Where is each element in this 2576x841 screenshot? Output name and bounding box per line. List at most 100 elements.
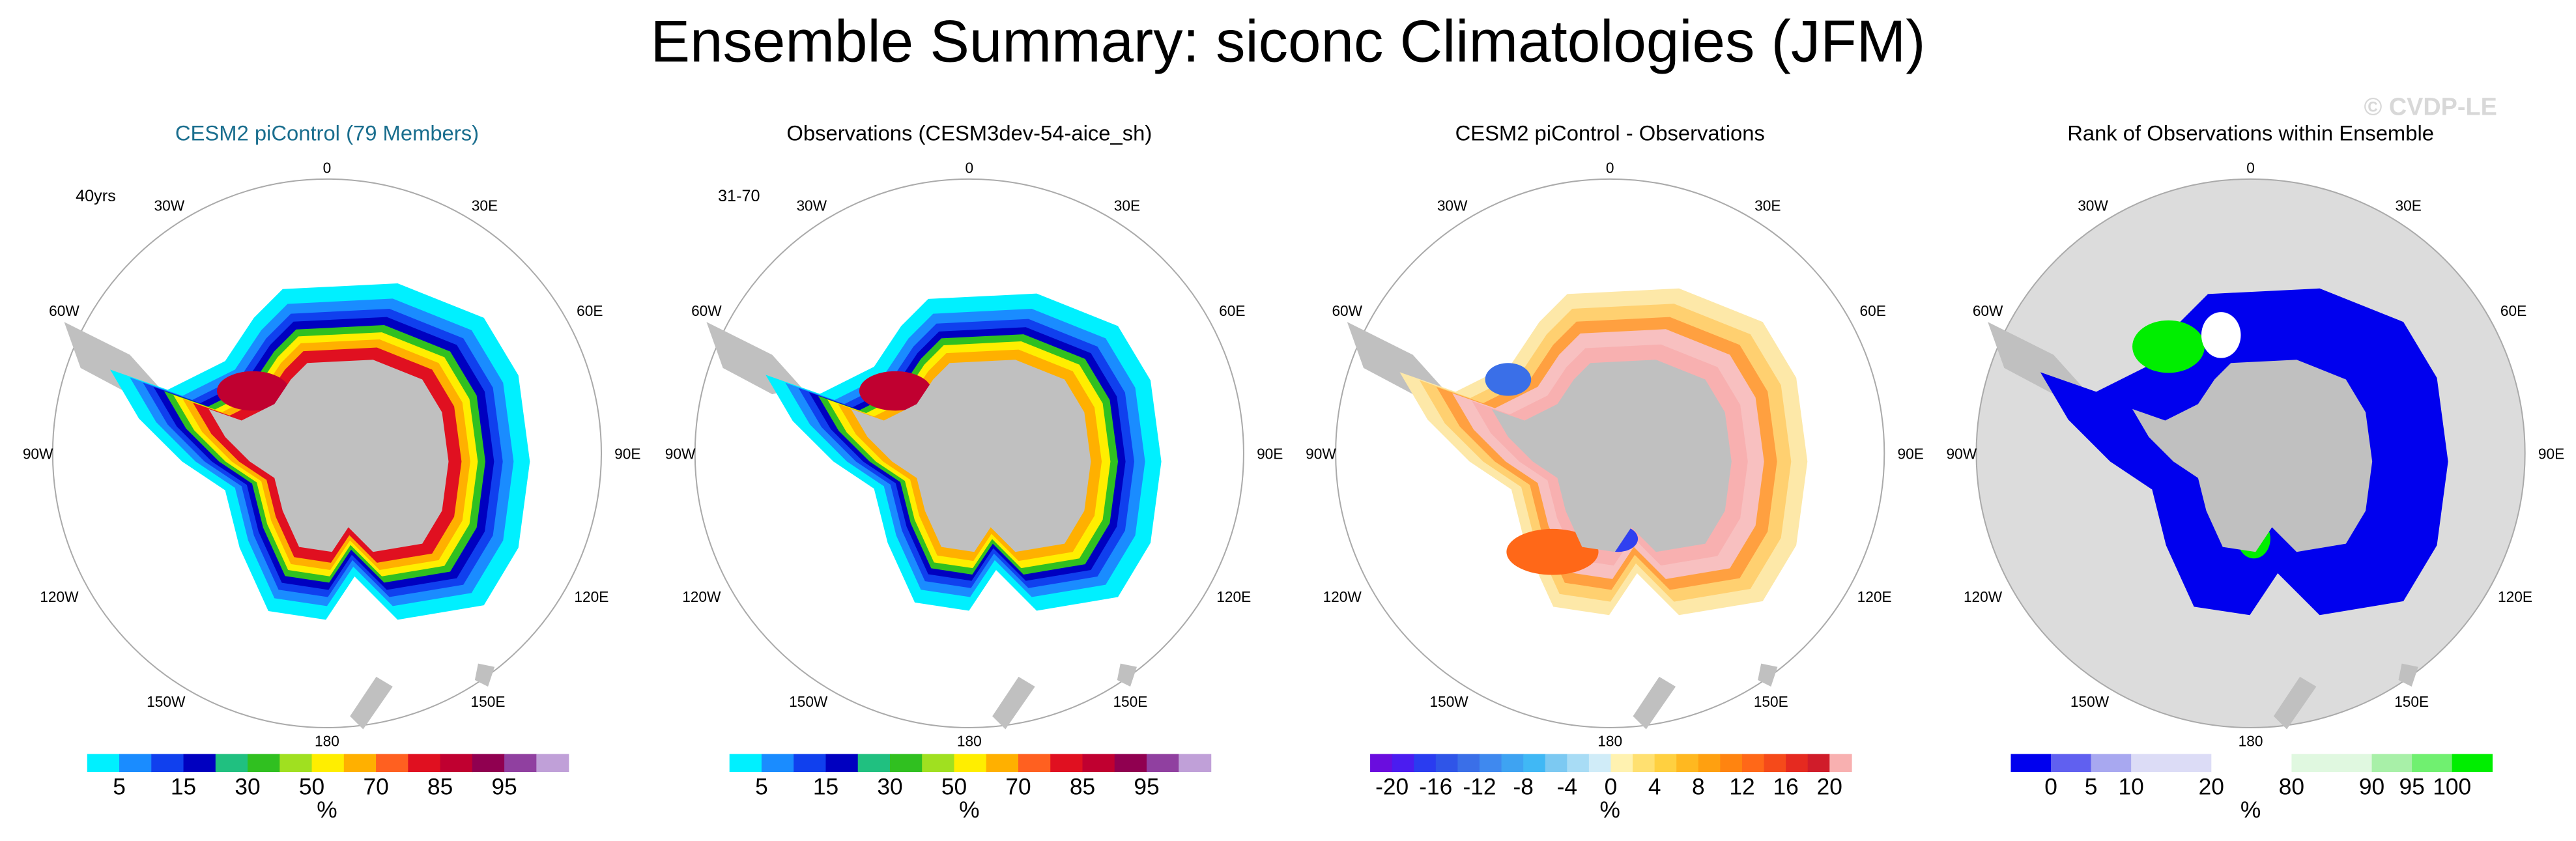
panel-title: Observations (CESM3dev-54-aice_sh) — [786, 121, 1152, 145]
tasmania — [1758, 663, 1778, 687]
colorbar-tick-label: -16 — [1419, 775, 1452, 800]
map-panel: CESM2 piControl (79 Members) 40yrs 0 30E 60E… — [23, 121, 641, 823]
colorbar-swatch — [1523, 754, 1546, 773]
colorbar-swatch — [183, 754, 216, 773]
colorbar-tick-label: 95 — [1134, 775, 1159, 800]
longitude-label: 90E — [1897, 445, 1923, 462]
longitude-label: 150W — [2070, 693, 2110, 710]
field-region — [2201, 312, 2241, 358]
colorbar-tick-label: 70 — [1005, 775, 1031, 800]
longitude-label: 150W — [789, 693, 828, 710]
panel-title: CESM2 piControl (79 Members) — [175, 121, 479, 145]
longitude-label: 150E — [1754, 693, 1788, 710]
longitude-label: 30W — [154, 197, 185, 214]
south-america — [1988, 322, 2083, 395]
south-america — [706, 322, 802, 395]
colorbar-swatch — [2051, 754, 2092, 773]
antarctica — [2132, 360, 2373, 552]
colorbar-tick-label: 0 — [1605, 775, 1618, 800]
colorbar-swatch — [761, 754, 794, 773]
colorbar-tick-label: 0 — [2044, 775, 2057, 800]
tasmania — [2398, 663, 2418, 687]
longitude-label: 120W — [682, 588, 721, 605]
longitude-label: 150W — [147, 693, 186, 710]
south-america — [1347, 322, 1443, 395]
colorbar-swatch — [2011, 754, 2052, 773]
colorbar-tick-label: 10 — [2119, 775, 2144, 800]
longitude-label: 30W — [1437, 197, 1468, 214]
colorbar-swatch — [2412, 754, 2453, 773]
longitude-label: 90E — [1257, 445, 1283, 462]
colorbar-tick-label: 8 — [1692, 775, 1705, 800]
colorbar-tick-label: 5 — [113, 775, 126, 800]
panel-title: CESM2 piControl - Observations — [1455, 121, 1765, 145]
colorbar-unit: % — [317, 797, 337, 823]
colorbar-swatch — [986, 754, 1019, 773]
longitude-label: 60E — [2500, 302, 2526, 319]
colorbar-swatch — [215, 754, 248, 773]
longitude-label: 120E — [1216, 588, 1251, 605]
map-panel: CESM2 piControl - Observations 0 30E 60E 90E… — [1306, 121, 1924, 823]
colorbar-tick-label: 80 — [2279, 775, 2304, 800]
colorbar-tick-label: 50 — [299, 775, 324, 800]
longitude-label: 90W — [665, 445, 696, 462]
colorbar-tick-label: 5 — [2085, 775, 2098, 800]
colorbar-swatch — [1720, 754, 1743, 773]
colorbar-tick-label: -12 — [1463, 775, 1496, 800]
longitude-label: 180 — [957, 733, 982, 750]
colorbar-tick-label: 15 — [171, 775, 196, 800]
longitude-label: 120E — [574, 588, 608, 605]
colorbar-tick-label: 95 — [491, 775, 517, 800]
colorbar-swatch — [376, 754, 409, 773]
longitude-label: 30E — [1754, 197, 1781, 214]
watermark: © CVDP-LE — [2364, 93, 2497, 121]
longitude-label: 90E — [2538, 445, 2564, 462]
longitude-label: 180 — [315, 733, 339, 750]
longitude-label: 120W — [40, 588, 79, 605]
colorbar-tick-label: 30 — [877, 775, 902, 800]
colorbar-swatch — [151, 754, 184, 773]
colorbar-swatch — [119, 754, 152, 773]
colorbar-swatch — [1370, 754, 1393, 773]
colorbar-tick-label: -20 — [1375, 775, 1409, 800]
colorbar-swatch — [1179, 754, 1212, 773]
colorbar-unit: % — [2240, 797, 2261, 823]
colorbar-swatch — [1392, 754, 1414, 773]
colorbar-swatch — [87, 754, 120, 773]
colorbar-swatch — [504, 754, 537, 773]
colorbar-swatch — [536, 754, 569, 773]
new-zealand — [2273, 676, 2317, 730]
colorbar-tick-label: 16 — [1773, 775, 1798, 800]
colorbar-swatch — [343, 754, 377, 773]
colorbar-swatch — [825, 754, 859, 773]
colorbar-swatch — [472, 754, 505, 773]
colorbar-swatch — [2452, 754, 2493, 773]
longitude-label: 30E — [472, 197, 498, 214]
longitude-label: 90W — [23, 445, 53, 462]
longitude-label: 30W — [796, 197, 827, 214]
longitude-label: 30E — [2395, 197, 2421, 214]
longitude-label: 30E — [1114, 197, 1140, 214]
longitude-label: 90W — [1306, 445, 1336, 462]
colorbar-swatch — [1567, 754, 1590, 773]
longitude-label: 180 — [1597, 733, 1622, 750]
longitude-label: 60W — [1973, 302, 2003, 319]
colorbar-unit: % — [959, 797, 979, 823]
colorbar-swatch — [1435, 754, 1459, 773]
colorbar-tick-label: 90 — [2359, 775, 2384, 800]
colorbar-tick-label: 85 — [427, 775, 453, 800]
longitude-label: 150E — [2394, 693, 2429, 710]
longitude-label: 120E — [1857, 588, 1892, 605]
tasmania — [474, 663, 495, 687]
field-region — [859, 371, 932, 411]
colorbar-swatch — [1698, 754, 1721, 773]
longitude-label: 120E — [2498, 588, 2532, 605]
longitude-label: 60W — [49, 302, 79, 319]
colorbar-tick-label: 5 — [755, 775, 768, 800]
longitude-label: 0 — [966, 160, 974, 177]
colorbar-swatch — [248, 754, 281, 773]
colorbar-swatch — [311, 754, 345, 773]
longitude-label: 90E — [614, 445, 640, 462]
colorbar-swatch — [1501, 754, 1524, 773]
